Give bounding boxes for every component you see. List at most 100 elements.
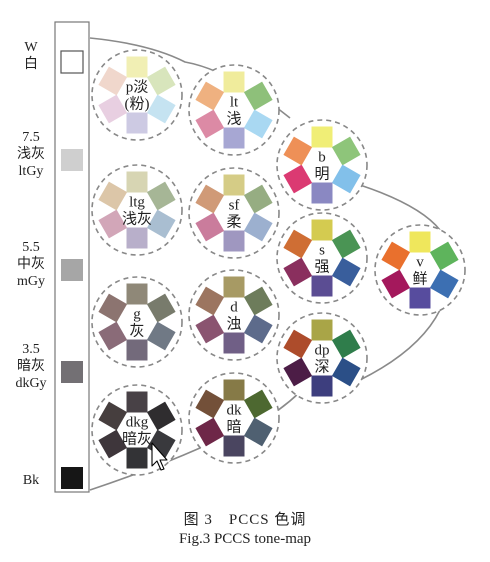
gray-bar-frame (54, 21, 90, 493)
tone-swatch-d-2 (243, 314, 273, 344)
tone-swatch-sf-1 (243, 184, 273, 214)
tone-swatch-dkg-5 (98, 401, 128, 431)
tone-label-p: p淡 (126, 80, 149, 96)
tone-swatch-lt-3 (223, 127, 245, 149)
tone-swatch-p-0 (126, 56, 148, 78)
tone-label-sf: 柔 (226, 214, 241, 231)
gray-label-line: 中灰 (17, 256, 45, 272)
tone-label-dk: 暗 (226, 419, 241, 436)
gray-label-line: mGy (17, 273, 45, 289)
tone-swatch-ltg-2 (146, 209, 176, 239)
tone-swatch-d-3 (223, 332, 245, 354)
tone-swatch-g-2 (146, 321, 176, 351)
tone-swatch-s-0 (311, 219, 333, 241)
tone-swatch-dp-3 (311, 375, 333, 397)
gray-label-line: 暗灰 (17, 358, 45, 374)
tone-label-ltg: 浅灰 (122, 211, 152, 228)
tone-swatch-v-0 (409, 231, 431, 253)
tone-b: b明 (276, 119, 368, 211)
tone-swatch-d-0 (223, 276, 245, 298)
tone-swatch-p-5 (98, 66, 128, 96)
tone-label-ltg: ltg (129, 195, 145, 211)
tone-swatch-d-5 (195, 286, 225, 316)
tone-swatch-dk-1 (243, 389, 273, 419)
tone-swatch-dp-4 (283, 357, 313, 387)
tone-label-p: (粉) (125, 96, 150, 113)
tone-swatch-p-3 (126, 112, 148, 134)
tone-swatch-lt-2 (243, 109, 273, 139)
tone-swatch-b-3 (311, 182, 333, 204)
tone-swatch-dk-3 (223, 435, 245, 457)
tone-label-dkg: dkg (126, 415, 149, 431)
tone-swatch-lt-1 (243, 81, 273, 111)
tone-swatch-sf-2 (243, 212, 273, 242)
tone-label-d: 浊 (226, 316, 241, 333)
tone-label-sf: sf (229, 198, 240, 214)
figure-caption-en: Fig.3 PCCS tone-map (178, 531, 312, 547)
tone-swatch-s-2 (331, 257, 361, 287)
gray-label-line: 3.5 (22, 341, 40, 357)
tone-swatch-dp-2 (331, 357, 361, 387)
tone-label-lt: lt (230, 95, 239, 111)
tone-swatch-g-5 (98, 293, 128, 323)
tone-label-dk: dk (227, 403, 243, 419)
tone-swatch-b-1 (331, 136, 361, 166)
tone-v: v鲜 (374, 224, 466, 316)
tone-label-b: b (318, 150, 326, 166)
gray-label-dkGy: 3.5 暗灰 dkGy (2, 341, 60, 392)
tone-label-dkg: 暗灰 (122, 431, 152, 448)
tone-label-g: g (133, 307, 141, 323)
tone-swatch-g-3 (126, 339, 148, 361)
tone-swatch-dp-5 (283, 329, 313, 359)
tone-p: p淡(粉) (91, 49, 183, 141)
tone-swatch-dkg-1 (146, 401, 176, 431)
tone-swatch-s-3 (311, 275, 333, 297)
tone-swatch-dp-0 (311, 319, 333, 341)
tone-swatch-s-4 (283, 257, 313, 287)
gray-swatch-mGy (61, 259, 83, 281)
connector-b-v (359, 184, 441, 231)
connector-dp-v (359, 309, 441, 381)
tone-swatch-lt-5 (195, 81, 225, 111)
pointer-arrow (151, 442, 168, 471)
tone-label-d: d (230, 300, 238, 316)
tone-dp: dp深 (276, 312, 368, 404)
pccs-tone-map: p淡 (粉) lt 浅 b 明 ltg 浅灰 sf 柔 s 强 v 鲜 g 灰 d 浊 dp 深 dkg 暗灰 dk 暗 (54, 21, 466, 493)
tone-label-s: 强 (314, 260, 329, 276)
tone-swatch-ltg-3 (126, 227, 148, 249)
tone-swatch-g-0 (126, 283, 148, 305)
gray-label-line: Bk (22, 472, 40, 488)
figure-caption-cn: 图 3 PCCS 色调 (183, 512, 307, 528)
gray-label-line: W (24, 40, 38, 55)
gray-label-mGy: 5.5 中灰 mGy (2, 239, 60, 290)
tone-label-b: 明 (314, 166, 329, 183)
tone-swatch-ltg-5 (98, 181, 128, 211)
tone-swatch-ltg-0 (126, 171, 148, 193)
gray-label-line: 浅灰 (17, 146, 45, 162)
tone-swatch-sf-5 (195, 184, 225, 214)
tone-swatch-p-2 (146, 94, 176, 124)
tone-swatch-v-3 (409, 287, 431, 309)
tone-swatch-dp-1 (331, 329, 361, 359)
tone-swatch-dk-0 (223, 379, 245, 401)
tone-swatch-p-1 (146, 66, 176, 96)
tone-swatch-g-1 (146, 293, 176, 323)
gray-swatch-dkGy (61, 361, 83, 383)
tone-label-dp: 深 (314, 359, 329, 376)
gray-label-line: dkGy (15, 375, 47, 391)
tone-swatch-b-2 (331, 164, 361, 194)
tone-swatch-ltg-1 (146, 181, 176, 211)
tone-swatch-dkg-4 (98, 429, 128, 459)
tone-label-g: 灰 (129, 323, 144, 340)
tone-s: s强 (276, 212, 368, 304)
tone-swatch-d-4 (195, 314, 225, 344)
tone-swatch-ltg-4 (98, 209, 128, 239)
gray-scale-bar (54, 21, 90, 493)
tone-swatch-dk-4 (195, 417, 225, 447)
tone-swatch-v-1 (429, 241, 459, 271)
tone-label-dp: dp (315, 343, 330, 359)
gray-swatch-Bk (61, 467, 83, 489)
